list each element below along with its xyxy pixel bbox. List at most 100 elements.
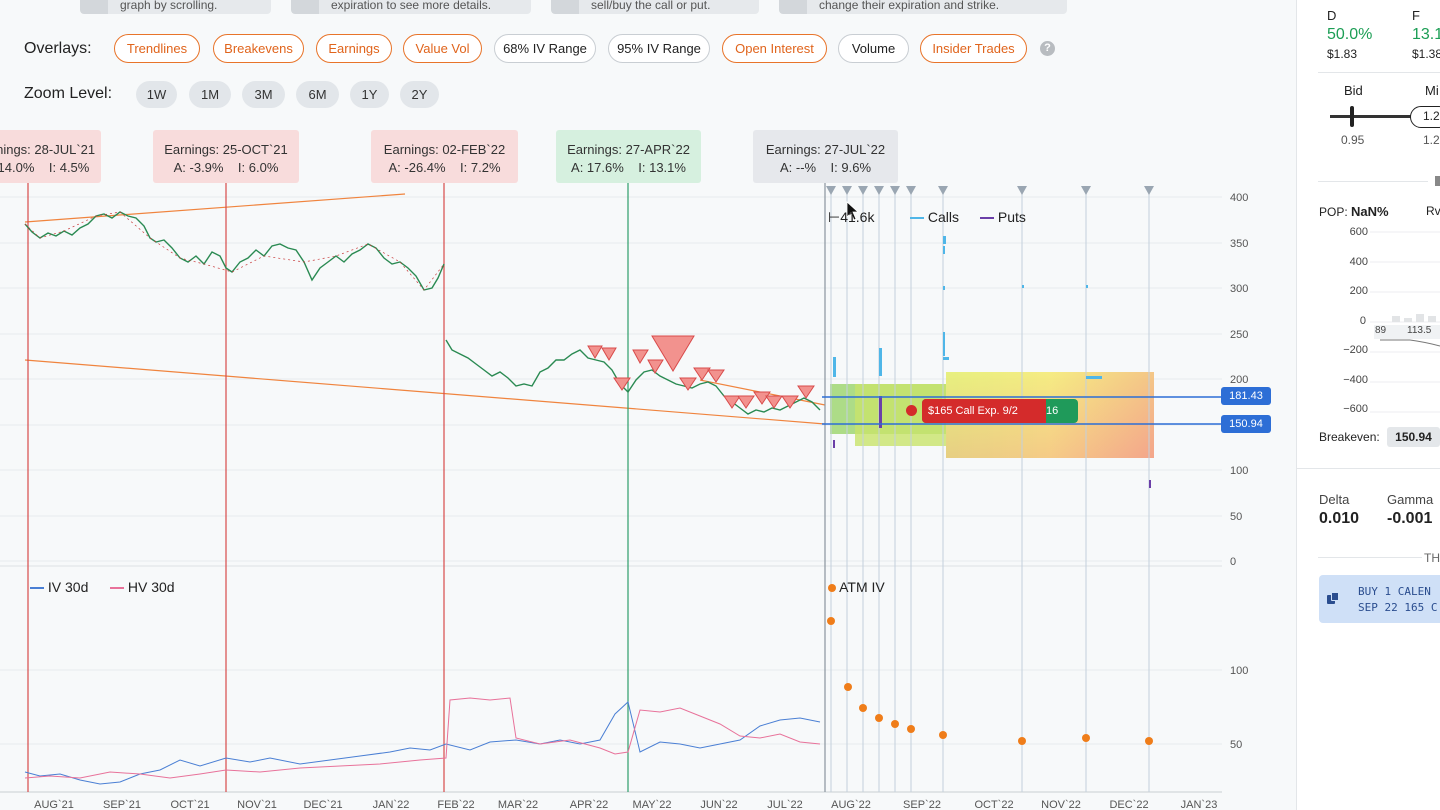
tips-bar: graph by scrolling. expiration to see mo… [0,0,1296,14]
svg-text:MAY`22: MAY`22 [633,799,672,810]
calls-legend[interactable]: Calls [910,209,959,225]
svg-text:AUG`21: AUG`21 [34,799,74,810]
svg-text:DEC`21: DEC`21 [303,799,342,810]
svg-text:MAR`22: MAR`22 [498,799,538,810]
bid-value: 0.95 [1341,133,1365,147]
zoom-2y-button[interactable]: 2Y [400,81,439,108]
order-line-2: SEP 22 165 C [1358,601,1438,614]
zoom-3m-button[interactable]: 3M [242,81,285,108]
overlay-breakevens-button[interactable]: Breakevens [213,34,304,63]
svg-text:JAN`22: JAN`22 [373,799,410,810]
svg-text:NOV`21: NOV`21 [237,799,277,810]
mid-value: 1.2 [1423,133,1440,147]
th-label: TH [1424,551,1440,565]
insider-trade-markers [587,335,815,409]
expiration-triangles[interactable] [826,186,1154,195]
tip-sell-buy: sell/buy the call or put. [551,0,759,14]
gamma-value: -0.001 [1387,510,1433,527]
d-price: $1.83 [1327,47,1358,61]
svg-text:JUN`22: JUN`22 [700,799,737,810]
overlay-68-iv-range-button[interactable]: 68% IV Range [494,34,596,63]
zoom-1m-button[interactable]: 1M [189,81,231,108]
expiration-lines [830,190,1150,792]
gamma-label: Gamma [1387,492,1434,507]
breakeven-label: Breakeven: [1319,430,1380,444]
trendline-lower [24,359,826,425]
pop-label: POP: NaN% [1319,204,1389,219]
svg-text:SEP`22: SEP`22 [903,799,941,810]
tip-expiration: expiration to see more details. [291,0,531,14]
delta-value: 0.010 [1319,510,1360,527]
breakeven-value: 150.94 [1387,427,1440,447]
overlay-insider-trades-button[interactable]: Insider Trades [920,34,1027,63]
svg-text:300: 300 [1230,283,1248,295]
mid-label: Mi [1425,83,1439,98]
earnings-box-apr22[interactable]: Earnings: 27-APR`22 A: 17.6% I: 13.1% [556,130,701,183]
iv30d-series [24,701,821,785]
slider-bid-handle[interactable] [1350,106,1354,127]
atm-iv-points [827,617,1153,745]
atm-iv-legend[interactable]: ATM IV [828,579,885,595]
order-summary-card[interactable] [1319,575,1440,623]
earnings-box-feb22[interactable]: Earnings: 02-FEB`22 A: -26.4% I: 7.2% [371,130,518,183]
grid-lines [0,196,1222,745]
tip-scroll: graph by scrolling. [80,0,271,14]
position-count: 16 [1046,405,1059,417]
open-interest-bars [833,236,1151,488]
copy-icon[interactable] [1327,592,1339,604]
atm-swatch-icon [828,584,836,593]
section-divider-mark [1435,176,1440,186]
zoom-label: Zoom Level: [24,85,113,102]
d-percent: 50.0% [1327,26,1373,43]
svg-text:NOV`22: NOV`22 [1041,799,1081,810]
puts-swatch-icon [980,217,994,220]
overlay-earnings-button[interactable]: Earnings [316,34,392,63]
svg-text:250: 250 [1230,329,1248,341]
hv30d-legend[interactable]: HV 30d [110,579,175,595]
zoom-1y-button[interactable]: 1Y [350,81,389,108]
zoom-1w-button[interactable]: 1W [136,81,177,108]
price-series [24,211,821,415]
iv30d-legend[interactable]: IV 30d [30,579,88,595]
trade-side-panel [1296,0,1440,810]
trendline-upper [24,193,406,223]
svg-text:200: 200 [1230,374,1248,386]
rw-label: Rv [1426,204,1440,218]
col-d-label: D [1327,8,1337,23]
iv-swatch-icon [30,587,44,590]
svg-text:SEP`21: SEP`21 [103,799,141,810]
earnings-box-oct21[interactable]: Earnings: 25-OCT`21 A: -3.9% I: 6.0% [153,130,299,183]
col-f-label: F [1412,8,1420,23]
svg-text:JAN`23: JAN`23 [1181,799,1218,810]
f-percent: 13.1 [1412,26,1440,43]
earnings-box-jul21[interactable]: Earnings: 28-JUL`21 A: 14.0% I: 4.5% [0,130,101,183]
svg-text:APR`22: APR`22 [570,799,609,810]
pop-value: NaN% [1351,204,1389,219]
price-slider[interactable] [1330,115,1440,118]
svg-text:OCT`21: OCT`21 [170,799,209,810]
help-icon[interactable]: ? [1040,41,1055,56]
f-price: $1.38 [1412,47,1440,61]
svg-text:FEB`22: FEB`22 [437,799,474,810]
svg-text:0: 0 [1230,556,1236,568]
chart-area: graph by scrolling. expiration to see mo… [0,0,1296,810]
earnings-markers [27,183,826,792]
earnings-box-jul22[interactable]: Earnings: 27-JUL`22 A: --% I: 9.6% [753,130,898,183]
svg-text:50: 50 [1230,739,1242,751]
overlay-value-vol-button[interactable]: Value Vol [403,34,482,63]
puts-legend[interactable]: Puts [980,209,1026,225]
overlay-volume-button[interactable]: Volume [838,34,909,63]
zoom-6m-button[interactable]: 6M [296,81,339,108]
position-marker[interactable]: $165 Call Exp. 9/2 16 [922,399,1078,423]
overlay-trendlines-button[interactable]: Trendlines [114,34,200,63]
svg-text:OCT`22: OCT`22 [974,799,1013,810]
slider-mid-box[interactable]: 1.2 [1410,106,1440,128]
overlay-95-iv-range-button[interactable]: 95% IV Range [608,34,710,63]
overlays-label: Overlays: [24,40,92,57]
svg-text:DEC`22: DEC`22 [1109,799,1148,810]
oi-volume-legend: ⊢41.6k [828,209,875,225]
pl-chart[interactable] [1370,226,1440,416]
overlay-open-interest-button[interactable]: Open Interest [722,34,827,63]
svg-text:400: 400 [1230,192,1248,204]
